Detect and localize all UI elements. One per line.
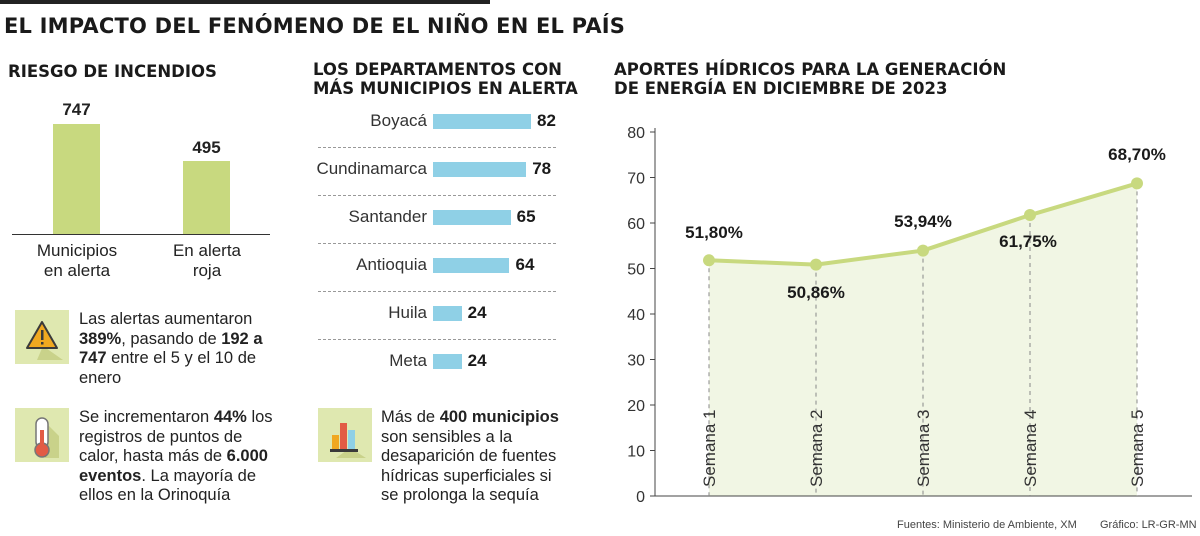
thermometer-icon-box <box>15 408 69 462</box>
department-value: 78 <box>532 159 552 178</box>
data-point <box>810 258 822 271</box>
warning-icon-box <box>15 310 69 364</box>
data-label: 61,75% <box>999 232 1057 251</box>
row-separator <box>318 147 556 148</box>
department-value: 24 <box>467 303 487 322</box>
chart-icon-box <box>318 408 372 462</box>
x-tick-label: Semana 1 <box>700 410 719 488</box>
y-tick-label: 70 <box>627 171 645 188</box>
department-bar <box>433 306 462 321</box>
department-label: Huila <box>388 303 427 322</box>
data-point <box>1131 177 1143 190</box>
y-tick-label: 10 <box>627 444 645 461</box>
department-bar <box>433 210 511 225</box>
row-separator <box>318 243 556 244</box>
hydro-title: APORTES HÍDRICOS PARA LA GENERACIÓN DE E… <box>614 60 1007 98</box>
y-tick-label: 30 <box>627 353 645 370</box>
bar-value-label: 747 <box>62 100 91 119</box>
x-tick-label: Semana 4 <box>1021 410 1040 488</box>
municipalities-note: Más de 400 municipios son sensibles a la… <box>381 408 559 504</box>
data-label: 51,80% <box>685 223 743 242</box>
bar-municipios-en-alerta <box>53 124 100 234</box>
row-separator <box>318 195 556 196</box>
category-label: En alerta roja <box>172 241 242 280</box>
departments-title: LOS DEPARTAMENTOS CON MÁS MUNICIPIOS EN … <box>313 60 578 98</box>
x-tick-label: Semana 3 <box>914 410 933 488</box>
y-tick-label: 20 <box>627 398 645 415</box>
page-title: EL IMPACTO DEL FENÓMENO DE EL NIÑO EN EL… <box>4 14 626 38</box>
department-value: 82 <box>537 111 556 130</box>
department-value: 64 <box>515 255 535 274</box>
bar-en-alerta-roja <box>183 161 230 234</box>
department-bar <box>433 162 527 177</box>
data-label: 53,94% <box>894 212 952 231</box>
bar-value-label: 495 <box>192 138 221 157</box>
fire-risk-title: RIESGO DE INCENDIOS <box>8 62 217 81</box>
department-label: Boyacá <box>370 111 427 130</box>
x-tick-label: Semana 5 <box>1128 410 1147 488</box>
department-value: 24 <box>467 351 487 370</box>
department-value: 65 <box>516 207 536 226</box>
data-point <box>1024 209 1036 222</box>
thermometer-icon <box>34 417 59 458</box>
y-tick-label: 0 <box>636 489 645 506</box>
y-tick-label: 40 <box>627 307 645 324</box>
category-label: Municipios en alerta <box>36 241 118 280</box>
data-point <box>703 254 715 267</box>
data-label: 68,70% <box>1108 145 1166 164</box>
sources-text: Fuentes: Ministerio de Ambiente, XM <box>897 519 1077 531</box>
bar-chart-icon <box>330 423 366 458</box>
credit-text: Gráfico: LR-GR-MN <box>1100 519 1197 531</box>
hydro-line-chart: 0 10 20 30 40 50 60 70 80 Semana 1 Semana 2 Semana … <box>627 125 1192 506</box>
x-tick-label: Semana 2 <box>807 410 826 488</box>
department-label: Santander <box>348 207 427 226</box>
data-label: 50,86% <box>787 283 845 302</box>
y-tick-label: 80 <box>627 125 645 142</box>
title-rule <box>0 0 490 4</box>
warning-triangle-icon <box>26 321 63 360</box>
data-point <box>917 244 929 257</box>
heat-points-note: Se incrementaron 44% los registros de pu… <box>79 408 273 504</box>
department-label: Cundinamarca <box>316 159 427 178</box>
department-bar <box>433 258 510 273</box>
y-tick-label: 60 <box>627 216 645 233</box>
department-label: Meta <box>389 351 427 370</box>
department-bar <box>433 354 462 369</box>
bar-axis-line <box>12 234 270 235</box>
fire-alerts-note: Las alertas aumentaron 389%, pasando de … <box>79 310 263 387</box>
department-label: Antioquia <box>356 255 427 274</box>
row-separator <box>318 291 556 292</box>
y-tick-label: 50 <box>627 262 645 279</box>
department-bar <box>433 114 531 129</box>
row-separator <box>318 339 556 340</box>
